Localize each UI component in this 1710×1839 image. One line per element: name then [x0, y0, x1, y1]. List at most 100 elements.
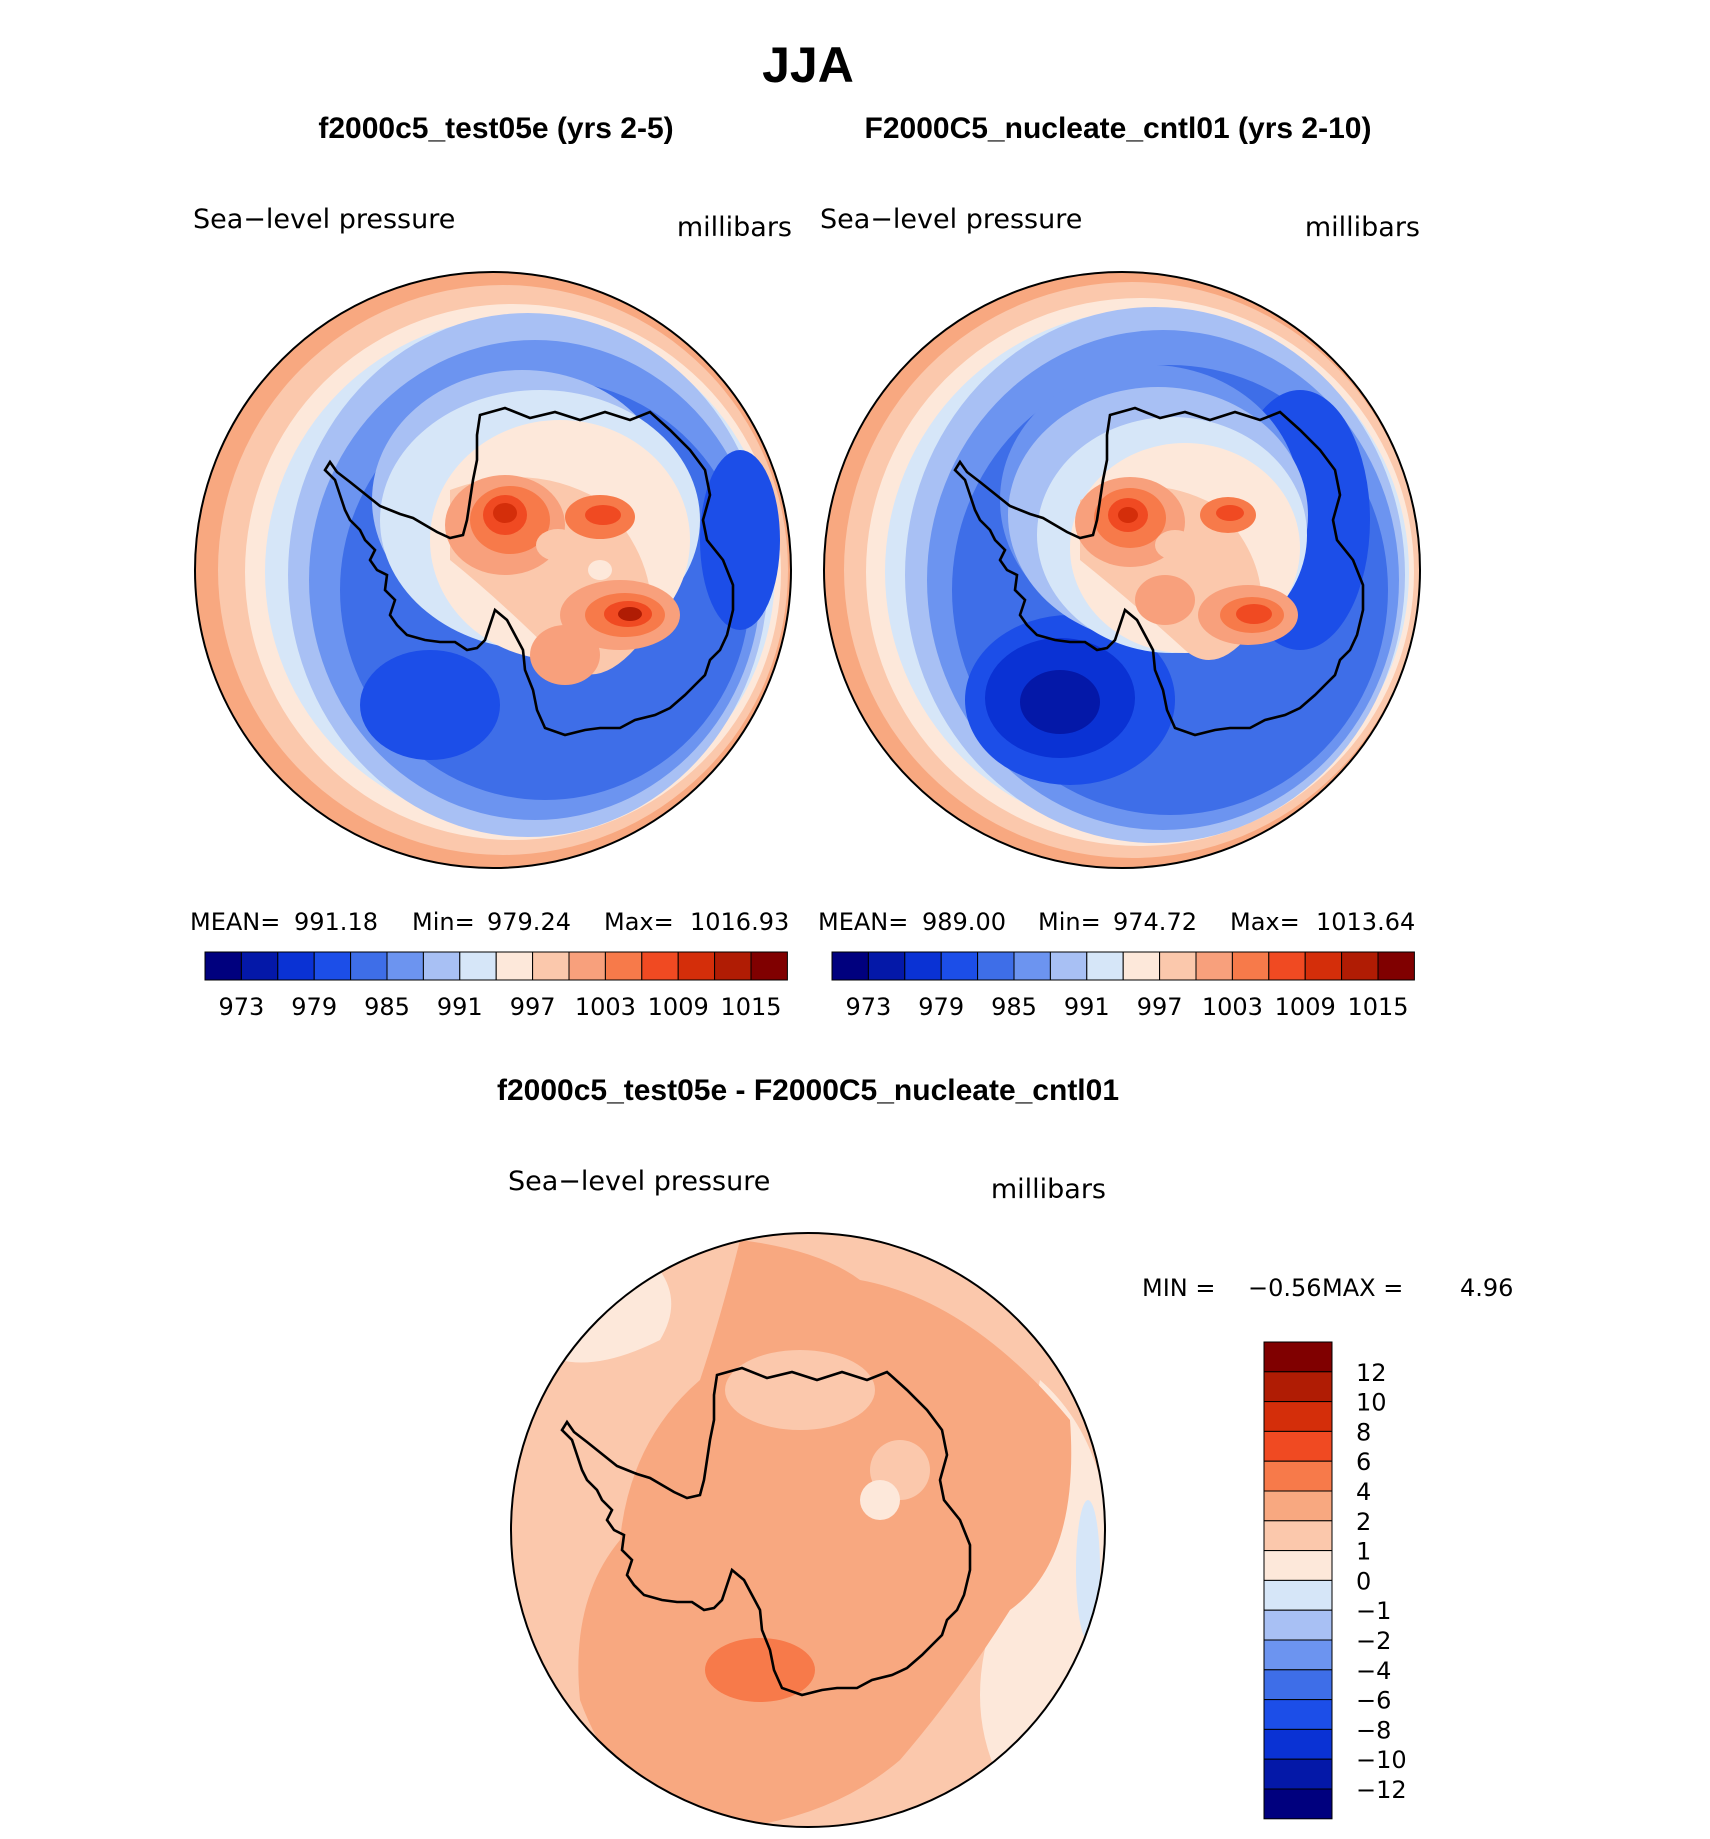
min-value: 974.72: [1113, 908, 1197, 936]
colorbar-tick-label: 997: [510, 993, 556, 1021]
colorbar-tick-label: −6: [1356, 1687, 1391, 1715]
colorbar-swatch: [422, 951, 461, 981]
colorbar-swatch: [714, 951, 752, 981]
colorbar-swatch: [604, 951, 643, 981]
colorbar-swatch: [1231, 951, 1270, 981]
colorbar-swatch: [1013, 951, 1051, 981]
colorbar-tick-label: 973: [218, 993, 264, 1021]
colorbar-swatch: [1122, 951, 1161, 981]
colorbar-swatch: [1263, 1639, 1333, 1671]
colorbar-tick-label: 10: [1356, 1389, 1387, 1417]
max-value: 1013.64: [1316, 908, 1415, 936]
colorbar-swatch: [1263, 1550, 1333, 1581]
colorbar-swatch: [1263, 1699, 1333, 1730]
colorbar-swatch: [1263, 1401, 1333, 1432]
max-label: Max=: [604, 908, 674, 936]
colorbar-tick-label: 0: [1356, 1567, 1371, 1595]
colorbar-swatch: [568, 951, 606, 981]
colorbar-swatch: [204, 951, 242, 981]
colorbar-swatch: [1263, 1728, 1333, 1760]
colorbar-swatch: [350, 951, 388, 981]
colorbar-swatch: [1263, 1788, 1333, 1820]
colorbar-swatch: [495, 951, 534, 981]
colorbar-tick-label: 1003: [575, 993, 636, 1021]
variable-label: Sea−level pressure: [193, 204, 455, 235]
colorbar-swatch: [532, 951, 570, 981]
colorbar-tick-label: 991: [1064, 993, 1110, 1021]
colorbar-swatch: [1049, 951, 1088, 981]
colorbar-swatch: [750, 951, 788, 981]
mean-value: 991.18: [294, 908, 378, 936]
colorbar: 973 979 985 991 997 1003 1009 1015: [831, 951, 1415, 1021]
colorbar-tick-label: 1009: [648, 993, 709, 1021]
variable-label: Sea−level pressure: [820, 204, 1082, 235]
colorbar-swatch: [1159, 951, 1197, 981]
colorbar-tick-label: 991: [437, 993, 483, 1021]
panel-title: f2000c5_test05e - F2000C5_nucleate_cntl0…: [497, 1074, 1119, 1107]
colorbar-tick-label: −12: [1356, 1776, 1407, 1804]
colorbar-swatch: [641, 951, 679, 981]
colorbar-swatch: [1263, 1758, 1333, 1790]
colorbar-tick-label: −8: [1356, 1716, 1391, 1744]
min-label: Min=: [412, 908, 475, 936]
colorbar-tick-label: 6: [1356, 1448, 1371, 1476]
colorbar-tick-label: −1: [1356, 1597, 1391, 1625]
colorbar-tick-label: 985: [364, 993, 410, 1021]
colorbar-swatch: [386, 951, 424, 981]
colorbar-tick-label: 979: [918, 993, 964, 1021]
panel-cntl01: F2000C5_nucleate_cntl01 (yrs 2-10) Sea−l…: [818, 112, 1421, 1021]
colorbar-swatch: [1263, 1341, 1333, 1373]
min-label: Min=: [1038, 908, 1101, 936]
panel-difference: f2000c5_test05e - F2000C5_nucleate_cntl0…: [497, 1074, 1513, 1828]
colorbar-tick-label: 4: [1356, 1478, 1371, 1506]
polar-map: [824, 272, 1420, 868]
colorbar-swatch: [1263, 1430, 1333, 1462]
colorbar-swatch: [867, 951, 906, 981]
colorbar-tick-label: 8: [1356, 1418, 1371, 1446]
colorbar-swatch: [1195, 951, 1233, 981]
colorbar-tick-label: 1015: [720, 993, 781, 1021]
mean-value: 989.00: [922, 908, 1006, 936]
colorbar-swatch: [1263, 1579, 1333, 1611]
colorbar-swatch: [1263, 1490, 1333, 1522]
colorbar-tick-label: 1015: [1347, 993, 1408, 1021]
colorbar-swatch: [1263, 1371, 1333, 1403]
max-value: 4.96: [1460, 1274, 1513, 1302]
colorbar-tick-label: 985: [991, 993, 1037, 1021]
colorbar-tick-label: −10: [1356, 1746, 1407, 1774]
colorbar-swatch: [313, 951, 352, 981]
figure-title: JJA: [762, 37, 854, 93]
min-label: MIN =: [1142, 1274, 1215, 1302]
colorbar: 973 979 985 991 997 1003 1009 1015: [204, 951, 788, 1021]
colorbar-tick-label: −2: [1356, 1627, 1391, 1655]
colorbar-tick-label: 1: [1356, 1538, 1371, 1566]
colorbar-swatch: [459, 951, 497, 981]
max-label: Max=: [1230, 908, 1300, 936]
polar-map: [195, 272, 791, 868]
max-label: MAX =: [1322, 1274, 1403, 1302]
colorbar-swatch: [1263, 1520, 1333, 1552]
units-label: millibars: [1305, 212, 1420, 243]
colorbar-swatch: [1268, 951, 1306, 981]
min-value: 979.24: [487, 908, 571, 936]
colorbar-swatch: [1377, 951, 1415, 981]
colorbar-tick-label: 1009: [1275, 993, 1336, 1021]
min-value: −0.56: [1248, 1274, 1322, 1302]
panel-title: f2000c5_test05e (yrs 2-5): [318, 112, 673, 145]
panel-title: F2000C5_nucleate_cntl01 (yrs 2-10): [865, 112, 1372, 145]
colorbar-tick-label: 12: [1356, 1359, 1387, 1387]
mean-label: MEAN=: [818, 908, 908, 936]
colorbar-tick-label: 997: [1137, 993, 1183, 1021]
colorbar-swatch: [1086, 951, 1124, 981]
colorbar-swatch: [1263, 1609, 1333, 1641]
panel-test05e: f2000c5_test05e (yrs 2-5) Sea−level pres…: [190, 112, 792, 1021]
colorbar-swatch: [904, 951, 942, 981]
variable-label: Sea−level pressure: [508, 1166, 770, 1197]
polar-map: [511, 1233, 1105, 1827]
colorbar-tick-label: 979: [291, 993, 337, 1021]
colorbar-tick-label: 2: [1356, 1508, 1371, 1536]
colorbar-swatch: [240, 951, 279, 981]
colorbar-swatch: [1304, 951, 1343, 981]
